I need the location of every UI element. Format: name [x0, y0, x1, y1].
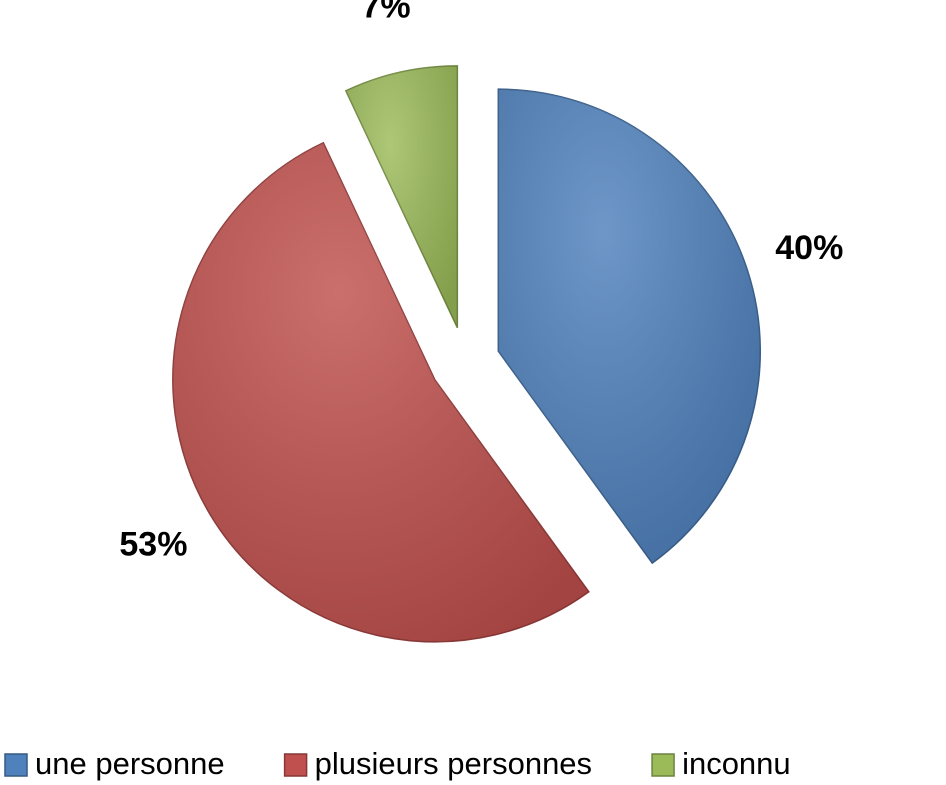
- pie-slice: [497, 88, 761, 565]
- legend-swatch: [4, 753, 28, 777]
- legend-swatch: [651, 753, 675, 777]
- legend-label: plusieurs personnes: [315, 746, 592, 781]
- legend-label: inconnu: [682, 746, 791, 781]
- legend-label: une personne: [35, 746, 225, 781]
- legend-swatch: [283, 753, 308, 777]
- slice-label: 7%: [361, 0, 410, 26]
- slice-label: 40%: [775, 229, 843, 267]
- slice-label: 53%: [119, 525, 187, 563]
